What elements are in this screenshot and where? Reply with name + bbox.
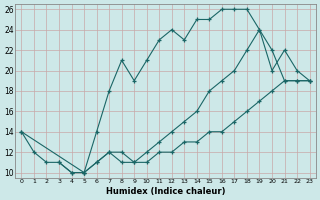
X-axis label: Humidex (Indice chaleur): Humidex (Indice chaleur) [106, 187, 225, 196]
